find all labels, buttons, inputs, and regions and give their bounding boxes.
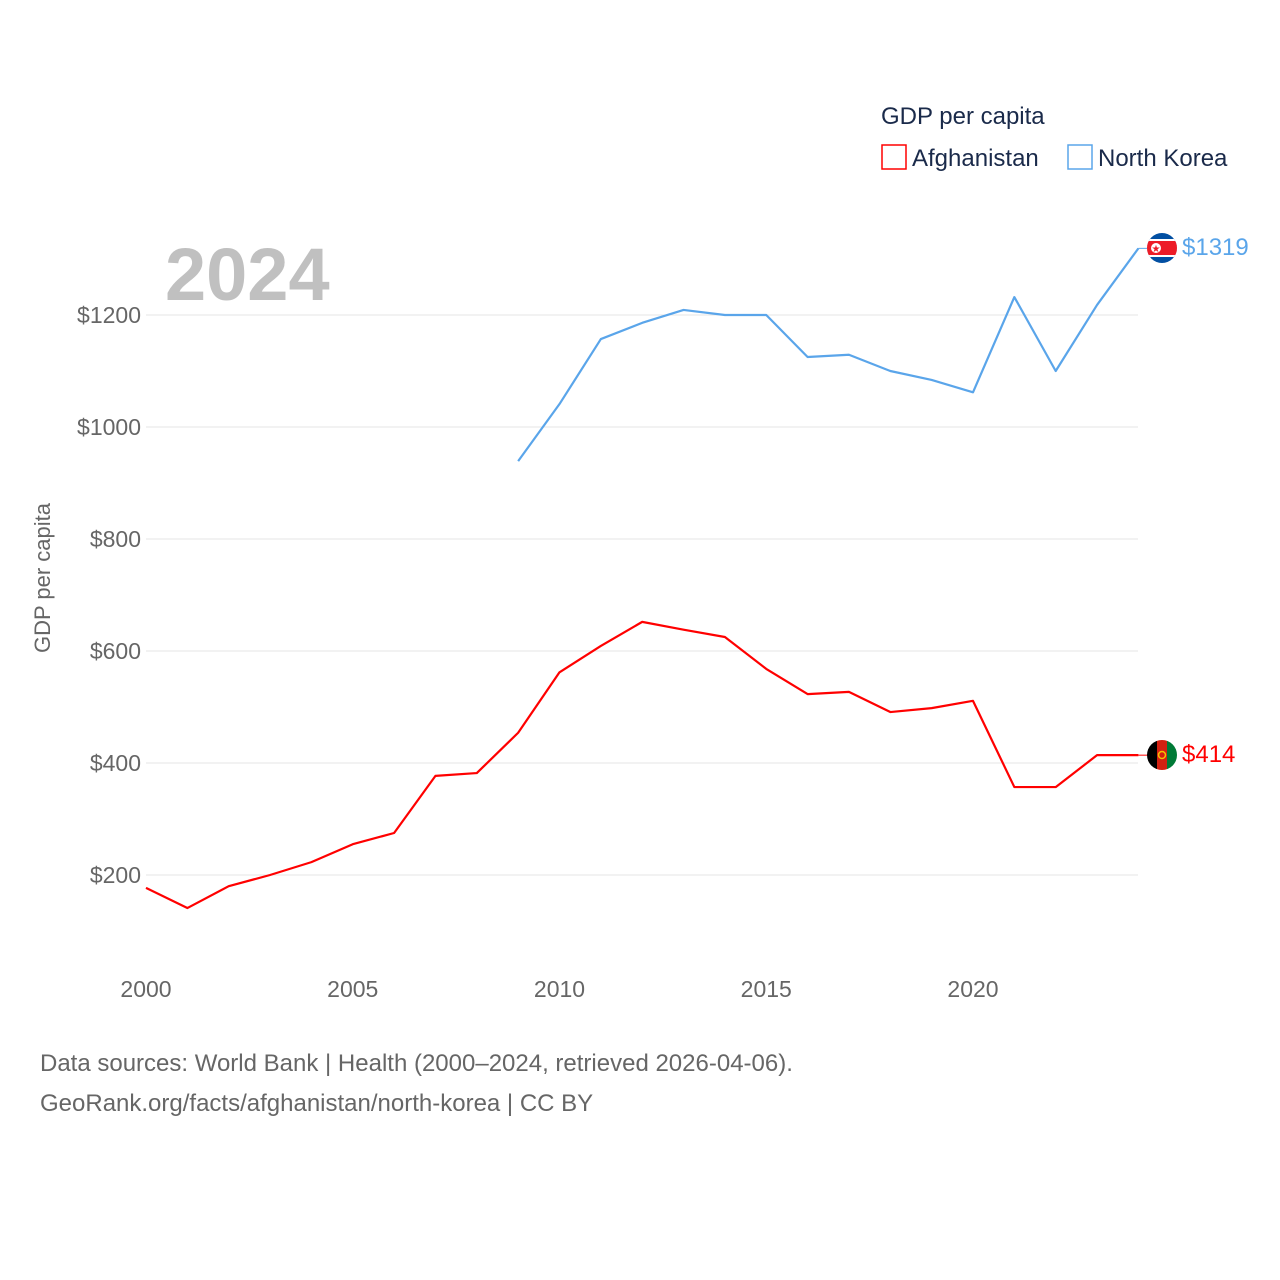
flag-north-korea-icon: ★ xyxy=(1147,233,1177,263)
x-tick-label: 2005 xyxy=(327,976,378,1002)
y-tick-label: $1200 xyxy=(77,302,141,328)
y-tick-label: $800 xyxy=(90,526,141,552)
footer: Data sources: World Bank | Health (2000–… xyxy=(40,1044,793,1124)
x-tick-label: 2000 xyxy=(120,976,171,1002)
series-line-north-korea[interactable] xyxy=(517,247,1140,462)
series-line-afghanistan[interactable] xyxy=(145,620,1139,910)
legend: GDP per capita Afghanistan North Korea xyxy=(881,103,1228,172)
x-tick-label: 2010 xyxy=(534,976,585,1002)
svg-text:★: ★ xyxy=(1152,244,1161,255)
end-label-afghanistan: $414 xyxy=(1182,741,1235,768)
y-axis-label: GDP per capita xyxy=(30,502,55,653)
y-tick-label: $600 xyxy=(90,638,141,664)
legend-label-afghanistan[interactable]: Afghanistan xyxy=(912,145,1039,172)
legend-swatch-north-korea[interactable] xyxy=(1067,144,1093,170)
x-tick-label: 2020 xyxy=(947,976,998,1002)
flag-afghanistan-icon xyxy=(1147,740,1177,770)
year-watermark: 2024 xyxy=(165,233,330,316)
x-tick-label: 2015 xyxy=(741,976,792,1002)
legend-label-north-korea[interactable]: North Korea xyxy=(1098,145,1228,172)
y-tick-label: $200 xyxy=(90,862,141,888)
y-tick-label: $400 xyxy=(90,750,141,776)
legend-swatch-afghanistan[interactable] xyxy=(881,144,907,170)
y-tick-label: $1000 xyxy=(77,414,141,440)
data-sources: Data sources: World Bank | Health (2000–… xyxy=(40,1050,793,1077)
end-label-north-korea: $1319 xyxy=(1182,234,1249,261)
source-link[interactable]: GeoRank.org/facts/afghanistan/north-kore… xyxy=(40,1090,594,1117)
legend-title: GDP per capita xyxy=(881,103,1045,130)
